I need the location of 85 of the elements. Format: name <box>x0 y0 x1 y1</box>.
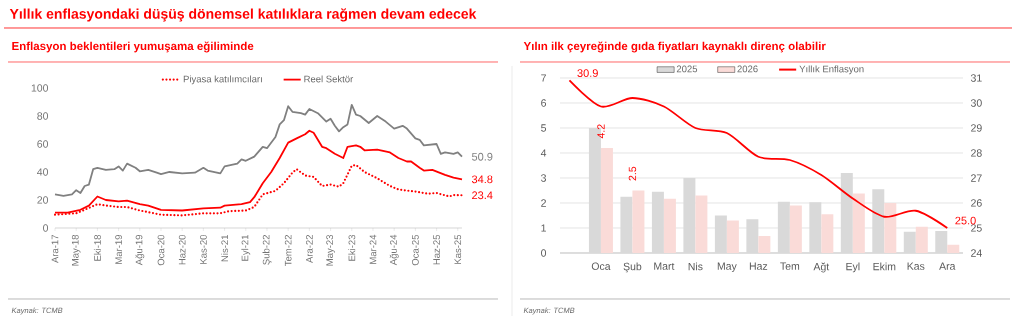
x-tick-label: Haz-25 <box>433 234 440 265</box>
x-tick-label: Nis-21 <box>221 235 229 262</box>
x-tick-label: Ağu-24 <box>389 234 399 266</box>
data-label: 4.2 <box>597 124 605 139</box>
chart-subtitle: Enflasyon beklentileri yumuşama eğiliminde <box>12 41 254 53</box>
chart-title: Yılın ilk çeyreğinde gıda fiyatları kaynaklı direnç olabilir <box>523 41 826 53</box>
bar <box>789 205 802 253</box>
y-tick-label: 20 <box>37 196 49 204</box>
bar <box>632 190 645 253</box>
x-tick-label: Mar-19 <box>115 234 122 264</box>
y-tick-label: 40 <box>37 168 49 176</box>
data-label: 30.9 <box>577 69 598 77</box>
legend-label: Piyasa katılımcıları <box>183 75 262 85</box>
x-tick-label: Ara <box>939 262 956 270</box>
x-tick-label: Haz-20 <box>178 234 186 265</box>
y-tick-label: 5 <box>541 124 547 132</box>
x-tick-label: Eyl-21 <box>241 235 251 261</box>
y-tick-label: 60 <box>37 140 49 148</box>
legend-label: Reel Sektör <box>304 75 354 83</box>
bar <box>903 231 916 253</box>
x-tick-label: May-23 <box>326 234 335 266</box>
x-tick-label: Eki-23 <box>348 234 356 261</box>
bar <box>726 220 739 253</box>
bar <box>663 198 676 253</box>
x-tick-label: Mar-24 <box>369 234 377 264</box>
bar <box>915 226 928 253</box>
bar <box>947 244 960 253</box>
line-series <box>568 79 949 229</box>
y-tick-label: 3 <box>541 174 547 182</box>
x-tick-label: Ara-22 <box>306 235 313 264</box>
bar <box>695 195 708 253</box>
x-tick-label: Kas-20 <box>200 234 207 264</box>
y2-tick-label: 24 <box>971 249 982 257</box>
y2-tick-label: 28 <box>971 149 982 157</box>
bar <box>821 214 834 253</box>
y-tick-label: 1 <box>541 224 546 232</box>
x-tick-label: Ara-17 <box>51 235 59 264</box>
y2-tick-label: 31 <box>970 74 982 82</box>
x-tick-label: Şub <box>623 262 642 273</box>
x-tick-label: Mart <box>654 262 675 270</box>
y2-tick-label: 30 <box>970 99 982 107</box>
chart-title: Yıllık enflasyondaki düşüş dönemsel katılıklara rağmen devam edecek <box>9 8 477 22</box>
data-label: 25.0 <box>955 216 976 225</box>
data-label: 23.4 <box>472 191 493 200</box>
x-tick-label: Oca-25 <box>412 234 419 266</box>
x-tick-label: May-18 <box>71 234 81 266</box>
y-tick-label: 0 <box>541 249 547 257</box>
x-tick-label: Haz <box>749 262 768 270</box>
y-tick-label: 4 <box>540 149 547 157</box>
data-label: 2.5 <box>628 166 637 181</box>
line-series <box>54 103 463 197</box>
x-tick-label: May <box>717 262 737 272</box>
x-tick-label: Eyl <box>846 262 860 273</box>
x-tick-label: Ağt <box>813 262 830 273</box>
y2-tick-label: 26 <box>971 199 982 207</box>
legend-label: 2025 <box>676 65 698 73</box>
x-tick-label: Eki-18 <box>93 234 101 261</box>
y-tick-label: 100 <box>31 84 49 92</box>
x-tick-label: Şub-22 <box>262 235 272 265</box>
y-tick-label: 0 <box>43 224 49 232</box>
bar <box>884 203 897 253</box>
bar <box>852 193 865 253</box>
legend-label: Yıllık Enflasyon <box>799 65 864 75</box>
y2-tick-label: 27 <box>971 174 982 182</box>
y-tick-label: 80 <box>37 112 49 120</box>
y-tick-label: 2 <box>541 199 546 207</box>
x-tick-label: Ağu-19 <box>135 234 145 266</box>
x-tick-label: Oca <box>591 262 611 270</box>
x-tick-label: Tem <box>780 262 800 270</box>
y2-tick-label: 25 <box>971 224 982 232</box>
y-tick-label: 7 <box>541 74 546 82</box>
bar <box>600 148 613 253</box>
legend-label: 2026 <box>737 65 758 73</box>
x-tick-label: Kas-25 <box>454 234 462 264</box>
x-tick-label: Tem-22 <box>284 235 292 266</box>
data-label: 34.8 <box>471 175 493 184</box>
y-tick-label: 6 <box>541 99 547 107</box>
x-tick-label: Kas <box>907 262 925 270</box>
x-tick-label: Ekim <box>873 262 896 271</box>
bar <box>935 231 948 253</box>
y2-tick-label: 29 <box>971 124 982 132</box>
x-tick-label: Oca-20 <box>157 234 165 266</box>
data-label: 50.9 <box>471 152 493 161</box>
x-tick-label: Nis <box>688 262 703 271</box>
bar <box>758 236 771 253</box>
